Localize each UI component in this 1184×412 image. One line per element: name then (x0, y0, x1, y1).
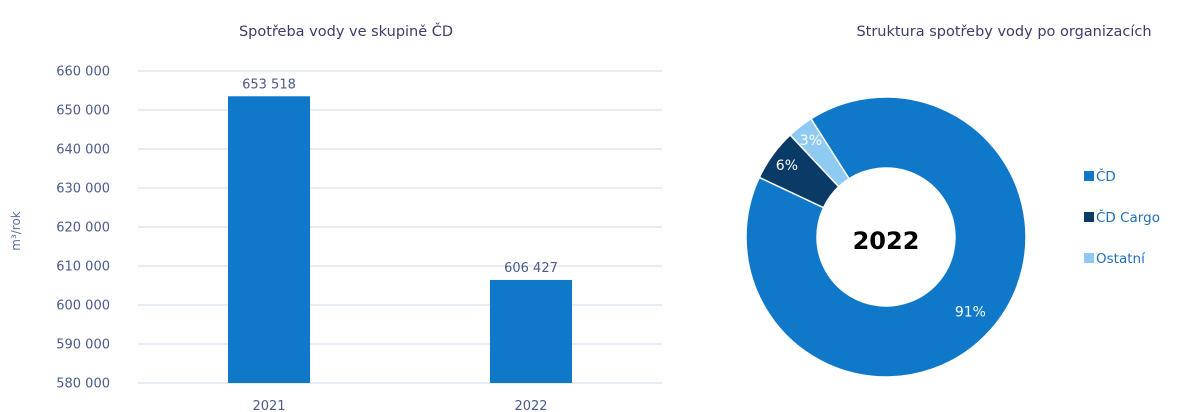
legend-label: Ostatní (1096, 251, 1146, 267)
bar-chart-title: Spotřeba vody ve skupině ČD (239, 22, 453, 40)
donut-chart-legend: ČD ČD Cargo Ostatní (1084, 167, 1160, 267)
slice-value-label: 91% (955, 304, 986, 320)
legend-label: ČD Cargo (1096, 208, 1160, 226)
y-tick-label: 620 000 (56, 221, 110, 236)
y-tick-label: 600 000 (56, 299, 110, 314)
slice-value-label: 3% (800, 133, 822, 149)
bar-chart-y-axis-label: m³/rok (9, 211, 23, 251)
bar-chart-gridlines (138, 70, 662, 384)
donut-chart-title: Struktura spotřeby vody po organizacích (856, 24, 1151, 40)
bar-chart: Spotřeba vody ve skupině ČD 580 000 590 0… (9, 22, 662, 412)
y-tick-label: 640 000 (56, 143, 110, 158)
y-tick-label: 610 000 (56, 260, 110, 275)
bar-chart-x-axis: 2021 2022 (252, 399, 547, 412)
legend-swatch (1084, 253, 1094, 263)
slice-ostatní (789, 117, 851, 188)
bar-2022 (490, 279, 572, 383)
y-tick-label: 580 000 (56, 377, 110, 392)
donut-center-label: 2022 (853, 227, 920, 255)
legend-label: ČD (1096, 167, 1116, 185)
y-tick-label: 660 000 (56, 65, 110, 80)
legend-swatch (1084, 171, 1094, 181)
donut-chart-slices: 91% 6%3% (745, 96, 1027, 378)
slice-čd (745, 96, 1027, 378)
bar-chart-y-axis: 580 000 590 000 600 000 610 000 620 000 630 0… (56, 65, 110, 392)
x-tick-label: 2021 (252, 399, 285, 412)
legend-swatch (1084, 212, 1094, 222)
y-tick-label: 630 000 (56, 182, 110, 197)
y-tick-label: 650 000 (56, 104, 110, 119)
donut-chart: Struktura spotřeby vody po organizacích … (745, 24, 1160, 378)
bar-data-label: 606 427 (504, 261, 558, 276)
y-tick-label: 590 000 (56, 338, 110, 353)
slice-value-label: 6% (776, 158, 798, 174)
bar-2021 (228, 96, 310, 384)
x-tick-label: 2022 (514, 399, 547, 412)
bar-chart-bars: 653 518 606 427 (228, 77, 572, 384)
bar-data-label: 653 518 (242, 77, 296, 92)
